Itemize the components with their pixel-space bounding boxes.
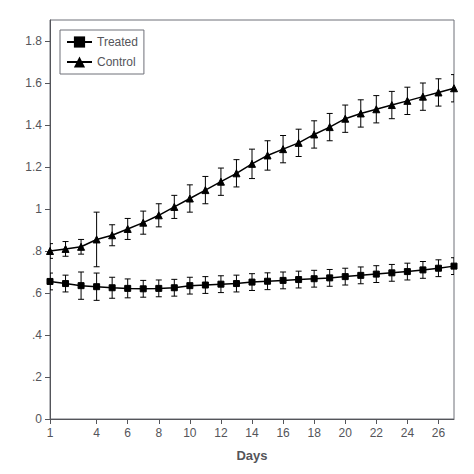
svg-text:1.8: 1.8 [25,34,42,48]
svg-text:.8: .8 [32,244,42,258]
svg-text:6: 6 [124,426,131,440]
svg-text:Treated: Treated [97,35,138,49]
svg-text:10: 10 [183,426,197,440]
svg-text:.2: .2 [32,370,42,384]
svg-text:1.2: 1.2 [25,160,42,174]
svg-text:Control: Control [97,55,136,69]
svg-text:.4: .4 [32,328,42,342]
svg-text:4: 4 [93,426,100,440]
svg-text:20: 20 [339,426,353,440]
svg-text:24: 24 [401,426,415,440]
svg-text:Days: Days [236,448,267,463]
svg-text:1.6: 1.6 [25,76,42,90]
svg-text:1.4: 1.4 [25,118,42,132]
svg-text:26: 26 [432,426,446,440]
svg-text:1: 1 [35,202,42,216]
svg-text:.6: .6 [32,286,42,300]
svg-text:0: 0 [35,412,42,426]
svg-text:22: 22 [370,426,384,440]
svg-text:8: 8 [155,426,162,440]
svg-text:18: 18 [307,426,321,440]
svg-text:1: 1 [47,426,54,440]
svg-text:16: 16 [276,426,290,440]
svg-text:14: 14 [245,426,259,440]
svg-text:12: 12 [214,426,228,440]
